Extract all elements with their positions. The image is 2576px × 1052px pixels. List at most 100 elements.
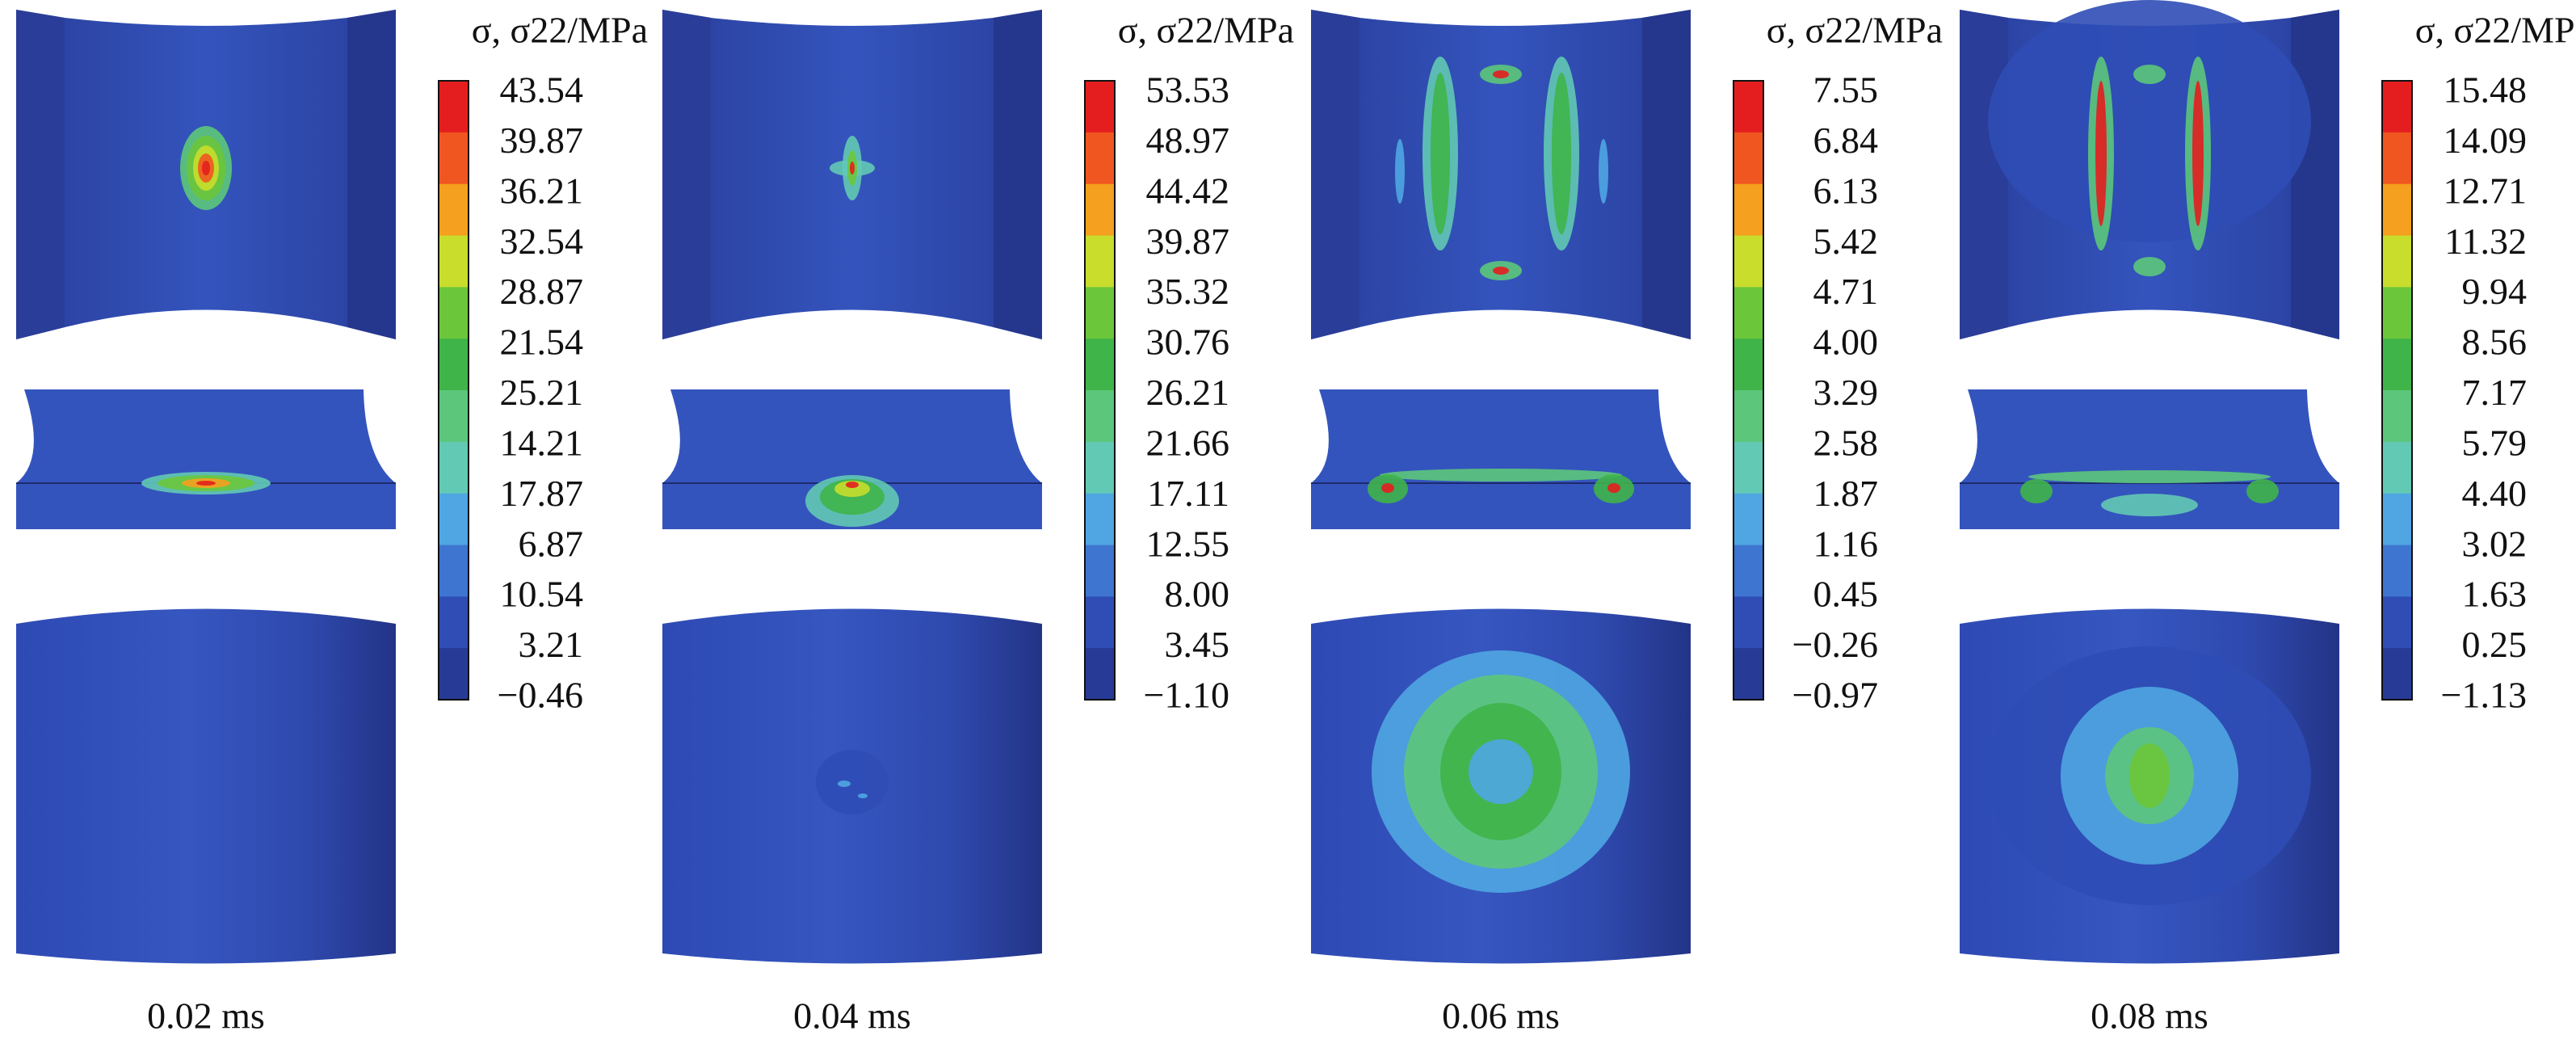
colorbar-frame: [1084, 80, 1116, 701]
stress-contour: [850, 162, 855, 175]
time-caption: 0.04 ms: [793, 995, 911, 1037]
colorbar-segment: [439, 235, 469, 288]
model-views: [662, 10, 1042, 964]
stress-contour: [2246, 479, 2279, 503]
colorbar-segment: [439, 648, 469, 701]
stress-contour: [196, 481, 216, 486]
colorbar-label: 53.53: [1146, 69, 1230, 111]
panel: σ, σ22/MPa 43.54 39.87 36.21 32.54 28.87 21.54…: [16, 10, 648, 1037]
colorbar-label: 10.54: [500, 574, 584, 615]
colorbar-segment: [2382, 545, 2412, 597]
colorbar-segment: [1733, 441, 1763, 494]
plate-section: [1960, 389, 2339, 529]
colorbar-label: 1.63: [2462, 574, 2528, 615]
plate-top-view: [1311, 10, 1691, 339]
colorbar-label: −0.97: [1792, 675, 1878, 716]
colorbar-segment: [2382, 390, 2412, 443]
colorbar-segment: [439, 81, 469, 133]
colorbar-segment: [2382, 339, 2412, 391]
plate-edge: [1642, 10, 1691, 339]
colorbar-label: 39.87: [1146, 221, 1230, 262]
colorbar-segment: [1085, 235, 1115, 288]
stress-contour: [2101, 494, 2198, 516]
stress-contour: [1380, 469, 1622, 482]
colorbar-label: 0.25: [2462, 624, 2528, 665]
colorbar-segment: [1085, 545, 1115, 597]
stress-contour: [1381, 483, 1394, 493]
colorbar-segment: [2382, 493, 2412, 545]
colorbar-label: 4.71: [1813, 271, 1879, 312]
colorbar-segment: [2382, 596, 2412, 649]
colorbar-segment: [439, 545, 469, 597]
colorbar-label: 39.87: [500, 120, 584, 161]
time-caption: 0.06 ms: [1442, 995, 1560, 1037]
colorbar-segment: [1085, 390, 1115, 443]
stress-contour: [2133, 257, 2166, 276]
plate-edge: [994, 10, 1042, 339]
colorbar-label: 28.87: [500, 271, 584, 312]
model-views: [1960, 0, 2339, 964]
legend-title: σ, σ22/MPa: [2415, 10, 2576, 51]
colorbar-segment: [1085, 183, 1115, 236]
time-caption: 0.02 ms: [147, 995, 265, 1037]
colorbar-label: 3.02: [2462, 523, 2528, 564]
colorbar-segment: [439, 441, 469, 494]
colorbar-label: 35.32: [1146, 271, 1230, 312]
colorbar-segment: [2382, 132, 2412, 185]
colorbar-frame: [1733, 80, 1764, 701]
stress-contour: [1469, 739, 1533, 804]
stress-contour: [1395, 139, 1405, 204]
colorbar-label: 15.48: [2444, 69, 2528, 111]
colorbar-label: 0.45: [1813, 574, 1879, 615]
time-caption: 0.08 ms: [2091, 995, 2208, 1037]
colorbar-segment: [1733, 287, 1763, 339]
plate-edge: [2291, 10, 2339, 339]
colorbar-segment: [439, 132, 469, 185]
colorbar-label: 5.42: [1813, 221, 1879, 262]
plate-edge: [16, 10, 65, 339]
colorbar-segment: [439, 596, 469, 649]
colorbar-label: 14.09: [2444, 120, 2528, 161]
colorbar-segment: [1085, 648, 1115, 701]
stress-contour: [1493, 267, 1509, 275]
plate-edge: [662, 10, 711, 339]
colorbar-segment: [1733, 390, 1763, 443]
colorbar-segment: [2382, 81, 2412, 133]
colorbar-label: 4.40: [2462, 473, 2528, 514]
colorbar-segment: [1733, 235, 1763, 288]
plate-section: [662, 389, 1042, 529]
colorbar-label: 17.87: [500, 473, 584, 514]
colorbar-segment: [1733, 81, 1763, 133]
stress-contour: [1552, 73, 1571, 234]
colorbar-segment: [1733, 339, 1763, 391]
model-views: [16, 10, 396, 964]
colorbar-segment: [1733, 183, 1763, 236]
stress-contour: [1599, 139, 1608, 204]
stress-contour: [1493, 70, 1509, 78]
stress-contour: [846, 482, 859, 488]
colorbar-segment: [1733, 493, 1763, 545]
colorbar-label: 26.21: [1146, 372, 1230, 413]
colorbar-label: 6.87: [519, 523, 584, 564]
colorbar-segment: [1733, 545, 1763, 597]
legend-title: σ, σ22/MPa: [472, 10, 648, 51]
plate-edge: [347, 10, 396, 339]
colorbar-label: −0.46: [498, 675, 583, 716]
colorbar-label: 6.84: [1813, 120, 1879, 161]
colorbar-label: 7.17: [2462, 372, 2528, 413]
colorbar-label: 9.94: [2462, 271, 2528, 312]
colorbar-label: 14.21: [500, 422, 584, 463]
colorbar-segment: [1733, 648, 1763, 701]
panel: σ, σ22/MPa 15.48 14.09 12.71 11.32 9.94 8.56 7.…: [1960, 0, 2576, 1037]
cylinder-view: [16, 608, 396, 964]
colorbar-label: 17.11: [1147, 473, 1229, 514]
colorbar-label: 6.13: [1813, 170, 1879, 211]
colorbar-label: −1.13: [2441, 675, 2527, 716]
colorbar-segment: [1085, 441, 1115, 494]
colorbar-segment: [1085, 287, 1115, 339]
colorbar-label: 3.45: [1165, 624, 1230, 665]
colorbar-segment: [1085, 81, 1115, 133]
colorbar-segment: [1085, 493, 1115, 545]
colorbar-label: 32.54: [500, 221, 584, 262]
